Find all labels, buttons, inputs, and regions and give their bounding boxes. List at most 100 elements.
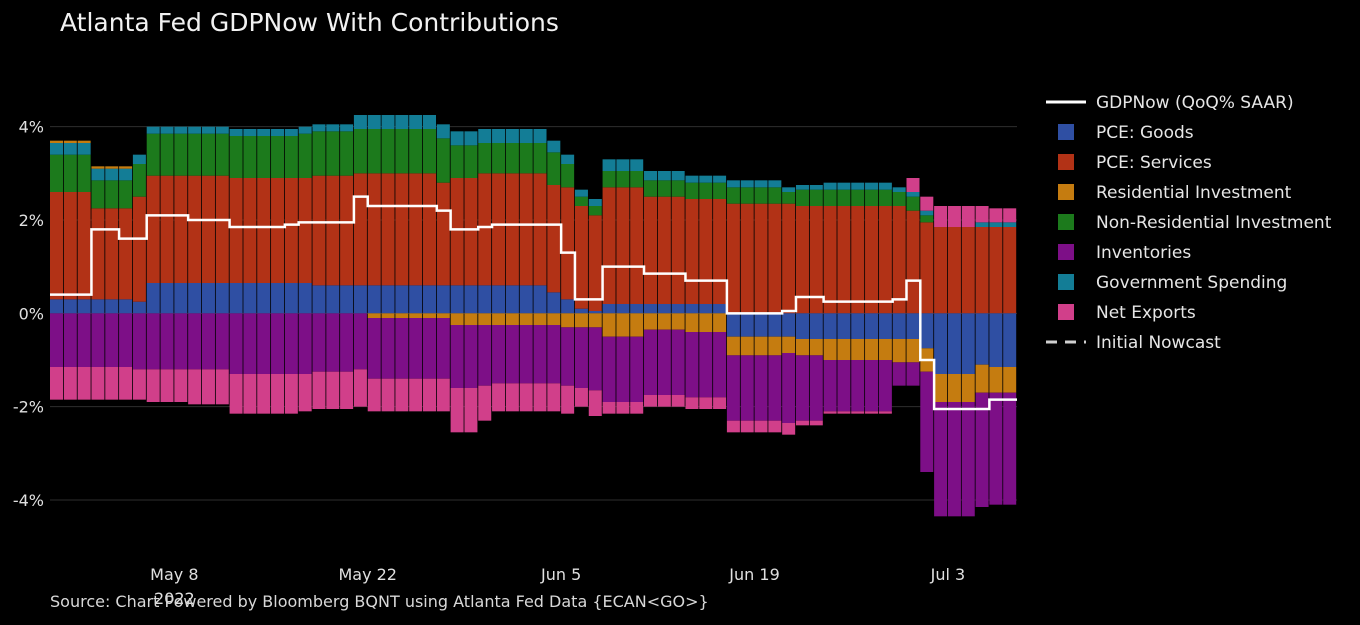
bar-government [754, 180, 768, 188]
bar-net-exports [547, 383, 561, 412]
bar-government [174, 126, 188, 134]
bar-pce-services [782, 203, 796, 314]
bar-inventories [975, 392, 989, 507]
bar-net-exports [782, 423, 796, 435]
bar-pce-goods [326, 285, 340, 314]
legend-swatch-government [1058, 274, 1074, 290]
bar-pce-services [947, 227, 961, 314]
bar-inventories [547, 325, 561, 384]
bar-pce-services [271, 178, 285, 283]
bar-residential [726, 336, 740, 356]
bar-pce-services [243, 178, 257, 283]
bar-inventories [188, 313, 202, 370]
legend-label: Initial Nowcast [1096, 333, 1221, 353]
bar-pce-goods [243, 283, 257, 314]
bar-residential [878, 339, 892, 360]
bar-government [119, 168, 133, 181]
bar-government [602, 159, 616, 171]
bar-net-exports [795, 420, 809, 426]
bar-inventories [989, 392, 1003, 505]
bar-nonresidential [436, 138, 450, 183]
bar-net-exports [257, 374, 271, 414]
bar-net-exports [105, 367, 119, 400]
bar-net-exports [726, 420, 740, 433]
bar-residential [644, 313, 658, 330]
legend-label: Inventories [1096, 243, 1191, 263]
bar-residential [851, 339, 865, 360]
bar-pce-goods [878, 313, 892, 339]
bar-government [823, 182, 837, 190]
bar-pce-services [201, 175, 215, 283]
bar-pce-services [713, 199, 727, 304]
bar-government [63, 143, 77, 155]
bar-inventories [533, 325, 547, 384]
bar-inventories [105, 313, 119, 367]
bar-pce-services [906, 210, 920, 314]
bar-government [851, 182, 865, 190]
bar-residential [975, 364, 989, 393]
bar-pce-goods [257, 283, 271, 314]
bar-net-exports [478, 385, 492, 421]
bar-pce-goods [381, 285, 395, 314]
bar-inventories [298, 313, 312, 374]
bar-net-exports [229, 374, 243, 414]
bar-residential [795, 339, 809, 356]
bar-pce-services [740, 203, 754, 314]
bar-government [561, 154, 575, 164]
bar-nonresidential [174, 133, 188, 176]
bar-residential [50, 140, 64, 143]
bar-nonresidential [188, 133, 202, 176]
legend-label: PCE: Services [1096, 153, 1212, 173]
bar-net-exports [160, 369, 174, 402]
bar-net-exports [519, 383, 533, 412]
bar-pce-services [464, 178, 478, 286]
bar-net-exports [740, 420, 754, 433]
bar-pce-services [602, 187, 616, 304]
bar-inventories [795, 355, 809, 421]
bar-pce-goods [644, 304, 658, 314]
bar-government [671, 171, 685, 181]
bar-inventories [809, 355, 823, 421]
bar-government [616, 159, 630, 171]
bar-net-exports [699, 397, 713, 409]
bar-pce-services [920, 222, 934, 314]
bar-inventories [961, 402, 975, 517]
bar-pce-services [63, 192, 77, 300]
bar-residential [505, 313, 519, 325]
bar-nonresidential [395, 129, 409, 174]
bar-inventories [726, 355, 740, 421]
legend-swatch-residential [1058, 184, 1074, 200]
bar-pce-services [961, 227, 975, 314]
bar-nonresidential [298, 133, 312, 178]
bar-pce-goods [823, 313, 837, 339]
bar-government [837, 182, 851, 190]
legend-swatch-net-exports [1058, 304, 1074, 320]
gdpnow-line-layer [50, 195, 1017, 411]
bar-pce-services [533, 173, 547, 286]
bar-residential [478, 313, 492, 325]
bar-pce-services [795, 206, 809, 314]
bar-net-exports [975, 206, 989, 223]
bar-pce-services [768, 203, 782, 314]
bar-pce-services [754, 203, 768, 314]
bar-pce-goods [77, 299, 91, 314]
bar-pce-goods [91, 299, 105, 314]
bar-residential [934, 374, 948, 402]
bar-net-exports [271, 374, 285, 414]
bar-pce-goods [215, 283, 229, 314]
bar-inventories [215, 313, 229, 370]
bar-net-exports [464, 388, 478, 433]
bar-nonresidential [422, 129, 436, 174]
bar-government [312, 124, 326, 132]
bar-residential [906, 339, 920, 363]
bar-pce-goods [851, 313, 865, 339]
bar-net-exports [367, 378, 381, 412]
bar-net-exports [616, 402, 630, 414]
bar-residential [657, 313, 671, 330]
bar-net-exports [823, 411, 837, 414]
bar-pce-goods [809, 313, 823, 339]
bar-government [422, 115, 436, 129]
bar-nonresidential [574, 196, 588, 206]
bar-government [215, 126, 229, 134]
bar-pce-services [865, 206, 879, 314]
